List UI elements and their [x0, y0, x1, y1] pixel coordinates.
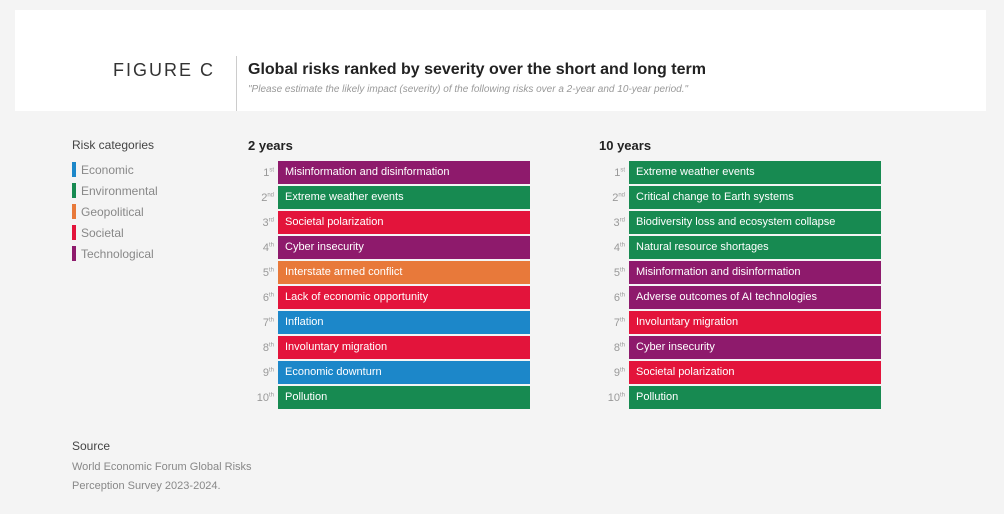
rank-label: 3rd: [262, 216, 274, 229]
header-panel: [15, 10, 986, 111]
risk-bar: Societal polarization: [278, 211, 530, 234]
chart-subtitle: "Please estimate the likely impact (seve…: [248, 84, 689, 95]
rank-row: 5th Misinformation and disinformation: [599, 260, 881, 285]
risk-bar: Misinformation and disinformation: [278, 161, 530, 184]
rank-label: 8th: [613, 341, 625, 354]
rank-row: 2nd Critical change to Earth systems: [599, 185, 881, 210]
rank-row: 1st Misinformation and disinformation: [248, 160, 530, 185]
rank-label: 6th: [262, 291, 274, 304]
rank-row: 3rd Societal polarization: [248, 210, 530, 235]
rank-row: 4th Cyber insecurity: [248, 235, 530, 260]
risk-bar: Inflation: [278, 311, 530, 334]
rank-row: 8th Involuntary migration: [248, 335, 530, 360]
source-label: Source: [72, 439, 111, 453]
legend-item: Technological: [72, 243, 158, 264]
legend-swatch: [72, 225, 76, 240]
rank-label: 4th: [262, 241, 274, 254]
risk-bar: Cyber insecurity: [278, 236, 530, 259]
rank-row: 9th Societal polarization: [599, 360, 881, 385]
risk-bar: Misinformation and disinformation: [629, 261, 881, 284]
legend-label: Geopolitical: [81, 204, 144, 219]
figure-label: FIGURE C: [113, 60, 216, 80]
legend-swatch: [72, 246, 76, 261]
column-title: 2 years: [248, 138, 293, 153]
chart-title: Global risks ranked by severity over the…: [248, 61, 706, 78]
rank-label: 3rd: [613, 216, 625, 229]
rank-label: 6th: [613, 291, 625, 304]
rank-row: 10th Pollution: [599, 385, 881, 410]
risk-bar: Interstate armed conflict: [278, 261, 530, 284]
risk-bar: Natural resource shortages: [629, 236, 881, 259]
divider: [236, 56, 237, 111]
risk-bar: Extreme weather events: [278, 186, 530, 209]
risk-bar: Societal polarization: [629, 361, 881, 384]
rank-row: 9th Economic downturn: [248, 360, 530, 385]
legend-swatch: [72, 162, 76, 177]
rank-row: 5th Interstate armed conflict: [248, 260, 530, 285]
risk-bar: Adverse outcomes of AI technologies: [629, 286, 881, 309]
rank-row: 3rd Biodiversity loss and ecosystem colla…: [599, 210, 881, 235]
rank-label: 5th: [613, 266, 625, 279]
rank-row: 2nd Extreme weather events: [248, 185, 530, 210]
rank-row: 1st Extreme weather events: [599, 160, 881, 185]
rank-label: 2nd: [261, 191, 274, 204]
risk-bar: Pollution: [629, 386, 881, 409]
column-2-years: 2 years 1st Misinformation and disinformat…: [248, 138, 530, 410]
rank-row: 7th Inflation: [248, 310, 530, 335]
source-text: World Economic Forum Global Risks Percep…: [72, 461, 252, 492]
rank-row: 6th Adverse outcomes of AI technologies: [599, 285, 881, 310]
risk-bar: Extreme weather events: [629, 161, 881, 184]
rank-label: 10th: [607, 391, 625, 404]
risk-bar: Involuntary migration: [278, 336, 530, 359]
legend-item: Environmental: [72, 180, 158, 201]
rank-label: 7th: [613, 316, 625, 329]
column-title: 10 years: [599, 138, 652, 153]
column-10-years: 10 years 1st Extreme weather events 2nd Crit…: [599, 138, 881, 410]
risk-bar: Involuntary migration: [629, 311, 881, 334]
legend-swatch: [72, 183, 76, 198]
rank-label: 10th: [256, 391, 274, 404]
rank-row: 4th Natural resource shortages: [599, 235, 881, 260]
rank-label: 9th: [262, 366, 274, 379]
rank-label: 2nd: [612, 191, 625, 204]
legend: Risk categories Economic Environmental Geo…: [72, 138, 158, 264]
rank-label: 5th: [262, 266, 274, 279]
risk-bar: Biodiversity loss and ecosystem collapse: [629, 211, 881, 234]
rank-label: 9th: [613, 366, 625, 379]
risk-bar: Cyber insecurity: [629, 336, 881, 359]
risk-bar: Pollution: [278, 386, 530, 409]
legend-label: Societal: [81, 225, 124, 240]
rank-row: 8th Cyber insecurity: [599, 335, 881, 360]
rank-label: 1st: [263, 166, 274, 179]
rank-label: 4th: [613, 241, 625, 254]
legend-label: Environmental: [81, 183, 158, 198]
rank-label: 8th: [262, 341, 274, 354]
risk-bar: Economic downturn: [278, 361, 530, 384]
risk-bar: Critical change to Earth systems: [629, 186, 881, 209]
rank-row: 6th Lack of economic opportunity: [248, 285, 530, 310]
rank-row: 10th Pollution: [248, 385, 530, 410]
legend-swatch: [72, 204, 76, 219]
rank-label: 7th: [262, 316, 274, 329]
legend-item: Societal: [72, 222, 158, 243]
rank-row: 7th Involuntary migration: [599, 310, 881, 335]
legend-label: Technological: [81, 246, 154, 261]
legend-item: Economic: [72, 159, 158, 180]
rank-label: 1st: [614, 166, 625, 179]
legend-label: Economic: [81, 162, 134, 177]
legend-item: Geopolitical: [72, 201, 158, 222]
risk-bar: Lack of economic opportunity: [278, 286, 530, 309]
legend-title: Risk categories: [72, 138, 155, 152]
